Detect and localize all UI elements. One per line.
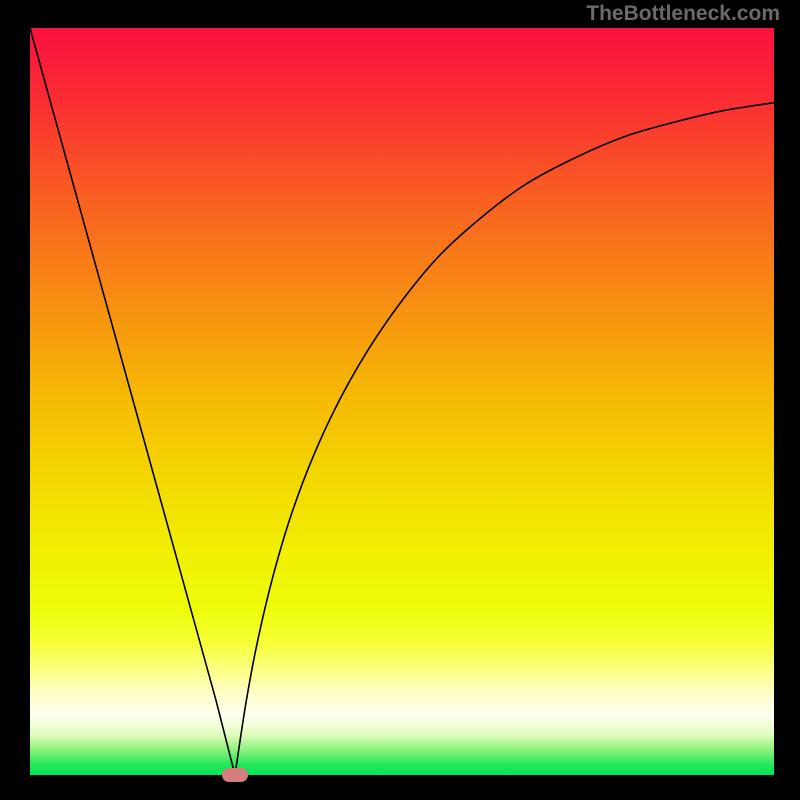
chart-container: TheBottleneck.com	[0, 0, 800, 800]
plot-area	[30, 28, 774, 775]
watermark-text: TheBottleneck.com	[586, 2, 780, 26]
minimum-marker	[222, 768, 248, 782]
curve-layer	[30, 28, 774, 775]
bottleneck-curve	[30, 28, 774, 775]
